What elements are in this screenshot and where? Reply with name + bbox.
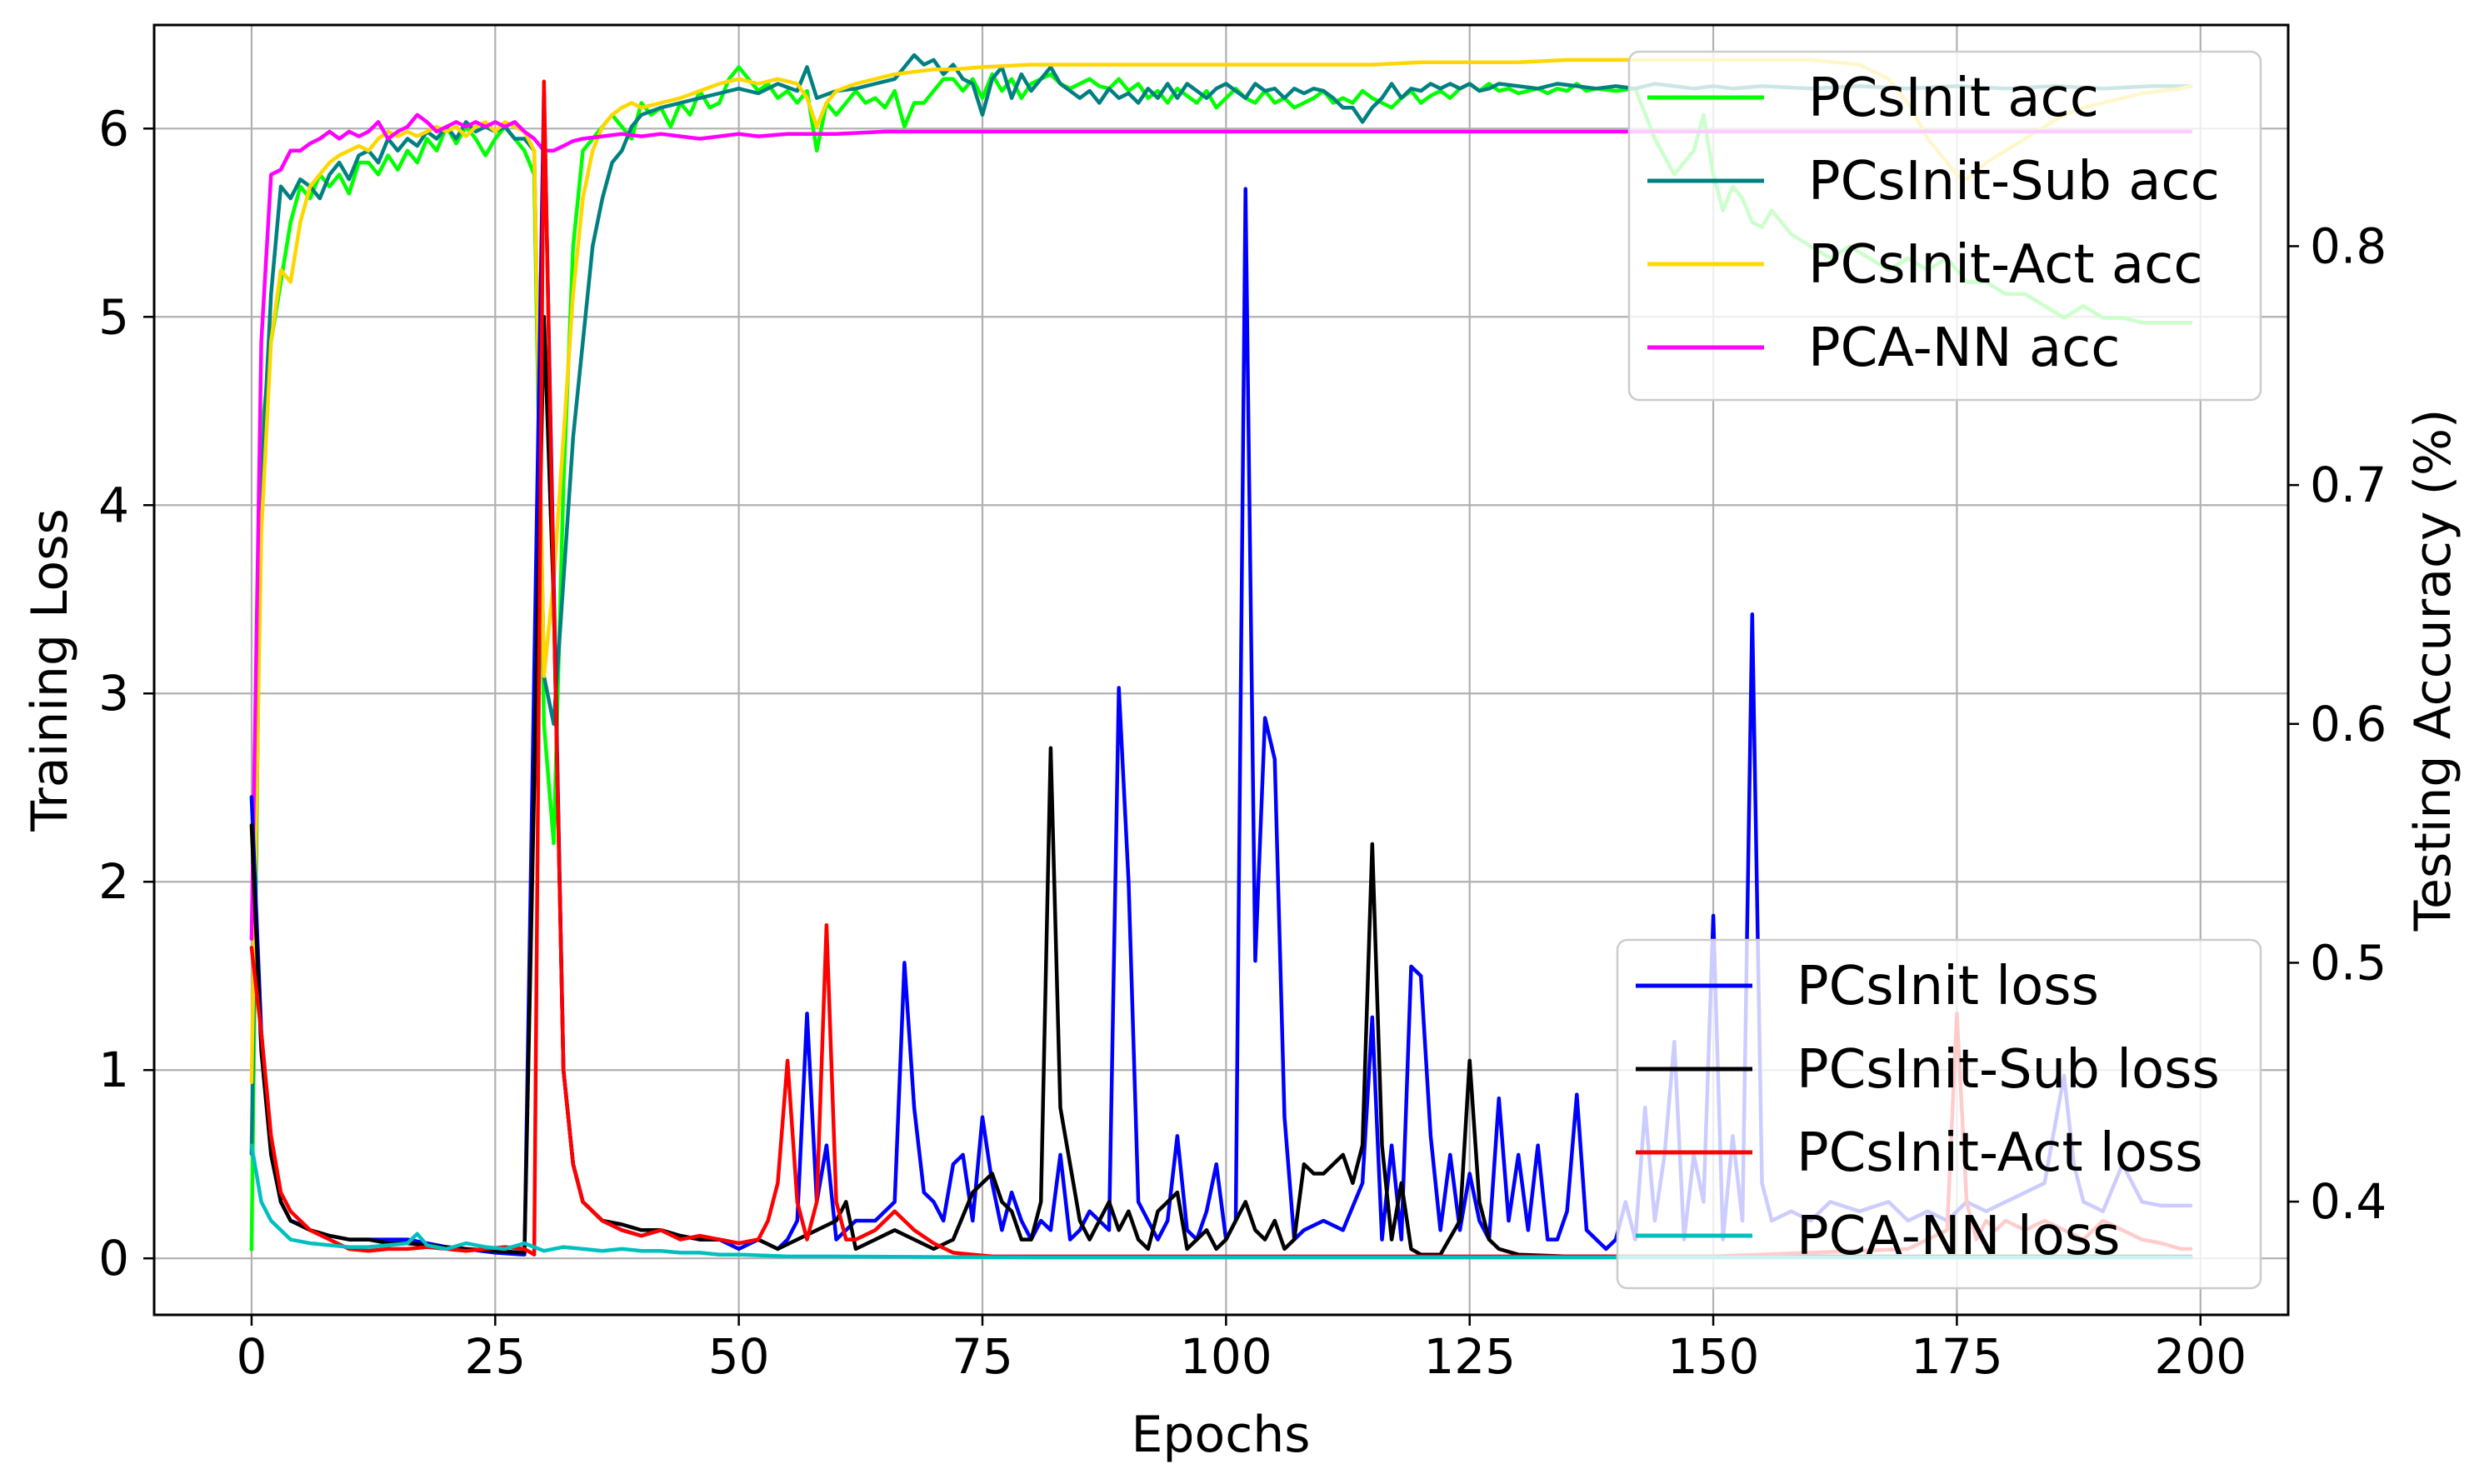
legend-loss: PCsInit loss PCsInit-Sub loss PCsInit-Act …	[1616, 938, 2262, 1290]
x-tick-label: 175	[1911, 1328, 2003, 1385]
y-tick-label: 5	[98, 288, 129, 345]
y-axis-label: Training Loss	[21, 508, 79, 832]
x-tick-label: 25	[464, 1328, 526, 1385]
y2-tick-label: 0.5	[2310, 934, 2387, 991]
legend-accuracy: PCsInit acc PCsInit-Sub acc PCsInit-Act ac…	[1627, 50, 2262, 402]
x-tick-label: 75	[952, 1328, 1013, 1385]
x-tick-label: 200	[2154, 1328, 2247, 1385]
x-tick-label: 125	[1423, 1328, 1516, 1385]
series-line-pca-nn-acc	[249, 112, 2193, 942]
y-tick-label: 2	[98, 853, 129, 910]
y2-axis-label: Testing Accuracy (%)	[2404, 409, 2462, 932]
y-tick-label: 0	[98, 1230, 129, 1287]
legend-label-pcsinit-acc: PCsInit acc	[1808, 67, 2099, 129]
y-tick-label: 3	[98, 665, 129, 722]
y2-tick-label: 0.8	[2310, 217, 2387, 274]
legend-label-pcsinit-sub-loss: PCsInit-Sub loss	[1797, 1039, 2220, 1101]
legend-label-pca-nn-acc: PCA-NN acc	[1808, 317, 2120, 379]
legend-label-pcsinit-loss: PCsInit loss	[1797, 956, 2099, 1017]
y-tick-label: 4	[98, 477, 129, 533]
legend-label-pcsinit-act-loss: PCsInit-Act loss	[1797, 1122, 2203, 1184]
x-tick-label: 50	[708, 1328, 770, 1385]
legend-box	[1627, 50, 2262, 402]
legend-label-pca-nn-loss: PCA-NN loss	[1797, 1206, 2120, 1267]
axis-ticks: 0 25 50 75 100 125 150 175 200 0 1 2 3 4 5 6 0.4 0.5 0.6 0.…	[98, 100, 2387, 1385]
series-line-pca-nn-loss	[249, 1143, 2193, 1260]
legend-label-pcsinit-sub-acc: PCsInit-Sub acc	[1808, 151, 2220, 212]
y-tick-label: 1	[98, 1042, 129, 1098]
legend-label-pcsinit-act-acc: PCsInit-Act acc	[1808, 234, 2203, 296]
y2-tick-label: 0.6	[2310, 696, 2387, 752]
plot-frame	[152, 23, 2290, 1317]
x-axis-label: Epochs	[1132, 1406, 1311, 1464]
series-line-pcsinit-sub-acc	[249, 52, 2193, 1157]
y-tick-label: 6	[98, 100, 129, 157]
y2-tick-label: 0.4	[2310, 1173, 2387, 1230]
x-tick-label: 150	[1667, 1328, 1760, 1385]
x-tick-label: 100	[1180, 1328, 1272, 1385]
legend-box	[1616, 938, 2262, 1290]
loss-series	[249, 79, 2193, 1260]
y2-tick-label: 0.7	[2310, 457, 2387, 513]
x-tick-label: 0	[236, 1328, 267, 1385]
